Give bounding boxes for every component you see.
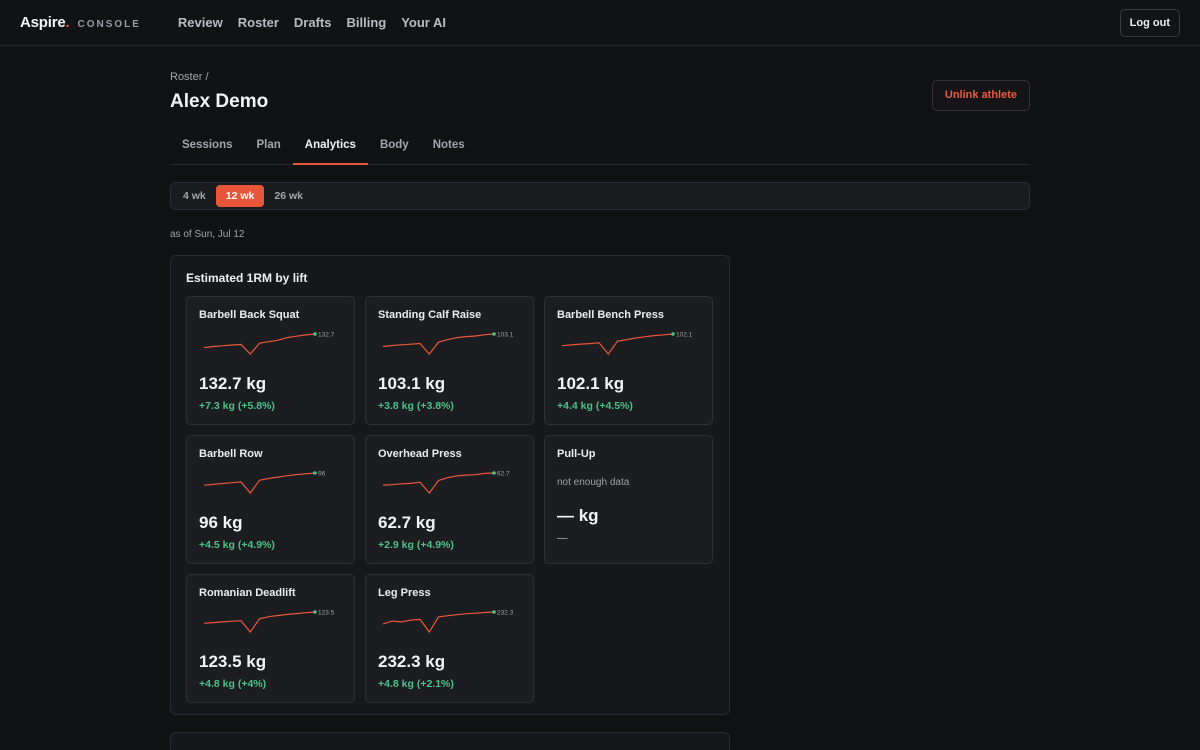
lift-name: Standing Calf Raise	[378, 309, 482, 321]
lift-1rm-value: 123.5 kg	[199, 652, 267, 671]
range-26wk-button[interactable]: 26 wk	[274, 190, 303, 202]
lift-name: Barbell Bench Press	[557, 309, 664, 321]
sparkline-line	[382, 611, 495, 634]
sparkline-end-label: 102.1	[676, 332, 693, 339]
lift-card[interactable]: Pull-Up not enough data — kg —	[544, 435, 713, 564]
logout-button[interactable]: Log out	[1119, 8, 1180, 37]
sparkline-end-point	[313, 610, 317, 614]
nav-item-drafts[interactable]: Drafts	[293, 15, 332, 30]
sparkline-chart: 232.3	[382, 610, 514, 634]
sparkline-end-label: 232.3	[497, 610, 514, 617]
sparkline-end-point	[313, 332, 317, 336]
lift-name: Pull-Up	[557, 448, 596, 460]
sparkline-end-label: 96	[318, 471, 326, 478]
estimated-1rm-panel: Estimated 1RM by lift Barbell Back Squat…	[170, 255, 730, 715]
tab-body[interactable]: Body	[379, 139, 409, 151]
lift-name: Overhead Press	[378, 448, 462, 460]
nav-item-review[interactable]: Review	[177, 15, 223, 30]
lift-1rm-change: +4.4 kg (+4.5%)	[557, 400, 633, 412]
lift-card[interactable]: Barbell Back Squat 132.7 132.7 kg +7.3 kg (…	[186, 296, 355, 425]
breadcrumb[interactable]: Roster /	[170, 71, 209, 83]
sparkline-line	[203, 472, 316, 494]
lift-1rm-value: 102.1 kg	[557, 374, 625, 393]
main-nav: Review Roster Drafts Billing Your AI	[178, 15, 446, 30]
lift-name: Barbell Back Squat	[199, 309, 300, 321]
sparkline-chart: 132.7	[203, 332, 335, 355]
main-content: Roster / Alex Demo Unlink athlete Sessio…	[170, 46, 1030, 750]
sparkline-end-point	[671, 332, 675, 336]
sparkline-end-point	[492, 332, 496, 336]
sparkline-end-label: 62.7	[497, 471, 510, 478]
lift-card[interactable]: Leg Press 232.3 232.3 kg +4.8 kg (+2.1%)	[365, 574, 534, 703]
brand-name: Aspire.	[20, 14, 70, 31]
lift-1rm-value: 132.7 kg	[199, 374, 267, 393]
lift-1rm-change: +4.5 kg (+4.9%)	[199, 539, 275, 551]
lift-name: Leg Press	[378, 587, 431, 599]
as-of-date: as of Sun, Jul 12	[170, 229, 245, 240]
sparkline-chart: 62.7	[382, 471, 510, 494]
lift-card[interactable]: Barbell Row 96 96 kg +4.5 kg (+4.9%)	[186, 435, 355, 564]
tab-plan[interactable]: Plan	[256, 139, 281, 151]
sparkline-end-label: 103.1	[497, 332, 514, 339]
page-title: Alex Demo	[170, 91, 269, 112]
sparkline-end-label: 132.7	[318, 332, 335, 339]
tab-notes[interactable]: Notes	[432, 139, 465, 151]
lift-1rm-value: — kg	[557, 506, 599, 525]
sparkline-line	[203, 611, 316, 633]
sparkline-line	[382, 333, 495, 355]
nav-item-your-ai[interactable]: Your AI	[401, 15, 446, 30]
lift-1rm-change: +2.9 kg (+4.9%)	[378, 539, 454, 551]
sparkline-chart: 103.1	[382, 332, 514, 355]
lift-1rm-value: 232.3 kg	[378, 652, 446, 671]
lift-1rm-value: 62.7 kg	[378, 513, 436, 532]
nav-item-roster[interactable]: Roster	[237, 15, 279, 30]
range-4wk-button[interactable]: 4 wk	[183, 190, 206, 202]
lift-name: Barbell Row	[199, 448, 263, 460]
range-12wk-button[interactable]: 12 wk	[215, 185, 265, 207]
nav-item-billing[interactable]: Billing	[346, 15, 387, 30]
sparkline-end-label: 123.5	[318, 610, 335, 617]
lift-card[interactable]: Standing Calf Raise 103.1 103.1 kg +3.8 kg …	[365, 296, 534, 425]
unlink-athlete-button[interactable]: Unlink athlete	[931, 79, 1030, 111]
sparkline-chart: 102.1	[561, 332, 693, 355]
lift-card[interactable]: Overhead Press 62.7 62.7 kg +2.9 kg (+4.9%)	[365, 435, 534, 564]
lift-1rm-change: +7.3 kg (+5.8%)	[199, 400, 275, 412]
page-header: Alex Demo Unlink athlete	[170, 79, 1030, 113]
sparkline-end-point	[492, 610, 496, 614]
lift-1rm-change: +4.8 kg (+4%)	[199, 678, 267, 690]
brand-subtitle: CONSOLE	[77, 19, 141, 30]
lift-card-grid: Barbell Back Squat 132.7 132.7 kg +7.3 kg (…	[186, 296, 714, 703]
brand-logo[interactable]: Aspire. CONSOLE	[20, 14, 141, 31]
sparkline-line	[203, 333, 316, 355]
sparkline-line	[561, 333, 674, 355]
lift-1rm-change: +3.8 kg (+3.8%)	[378, 400, 454, 412]
sparkline-chart: 96	[203, 471, 326, 494]
lift-card[interactable]: Barbell Bench Press 102.1 102.1 kg +4.4 kg …	[544, 296, 713, 425]
panel-title: Estimated 1RM by lift	[186, 271, 308, 285]
lift-card[interactable]: Romanian Deadlift 123.5 123.5 kg +4.8 kg (+…	[186, 574, 355, 703]
top-nav-bar: Aspire. CONSOLE Review Roster Drafts Bil…	[0, 0, 1200, 46]
athlete-tabs: Sessions Plan Analytics Body Notes	[170, 131, 1030, 165]
sparkline-chart: 123.5	[203, 610, 335, 633]
tab-sessions[interactable]: Sessions	[182, 139, 233, 151]
lift-1rm-value: 103.1 kg	[378, 374, 446, 393]
next-panel	[170, 732, 730, 750]
lift-1rm-change: +4.8 kg (+2.1%)	[378, 678, 454, 690]
lift-name: Romanian Deadlift	[199, 587, 296, 599]
sparkline-line	[382, 472, 495, 494]
sparkline-end-point	[313, 471, 317, 475]
tab-analytics[interactable]: Analytics	[292, 131, 368, 165]
lift-1rm-value: 96 kg	[199, 513, 243, 532]
lift-1rm-change: —	[557, 532, 568, 544]
range-selector: 4 wk 12 wk 26 wk	[170, 182, 1030, 210]
sparkline-end-point	[492, 471, 496, 475]
no-data-note: not enough data	[557, 477, 630, 488]
